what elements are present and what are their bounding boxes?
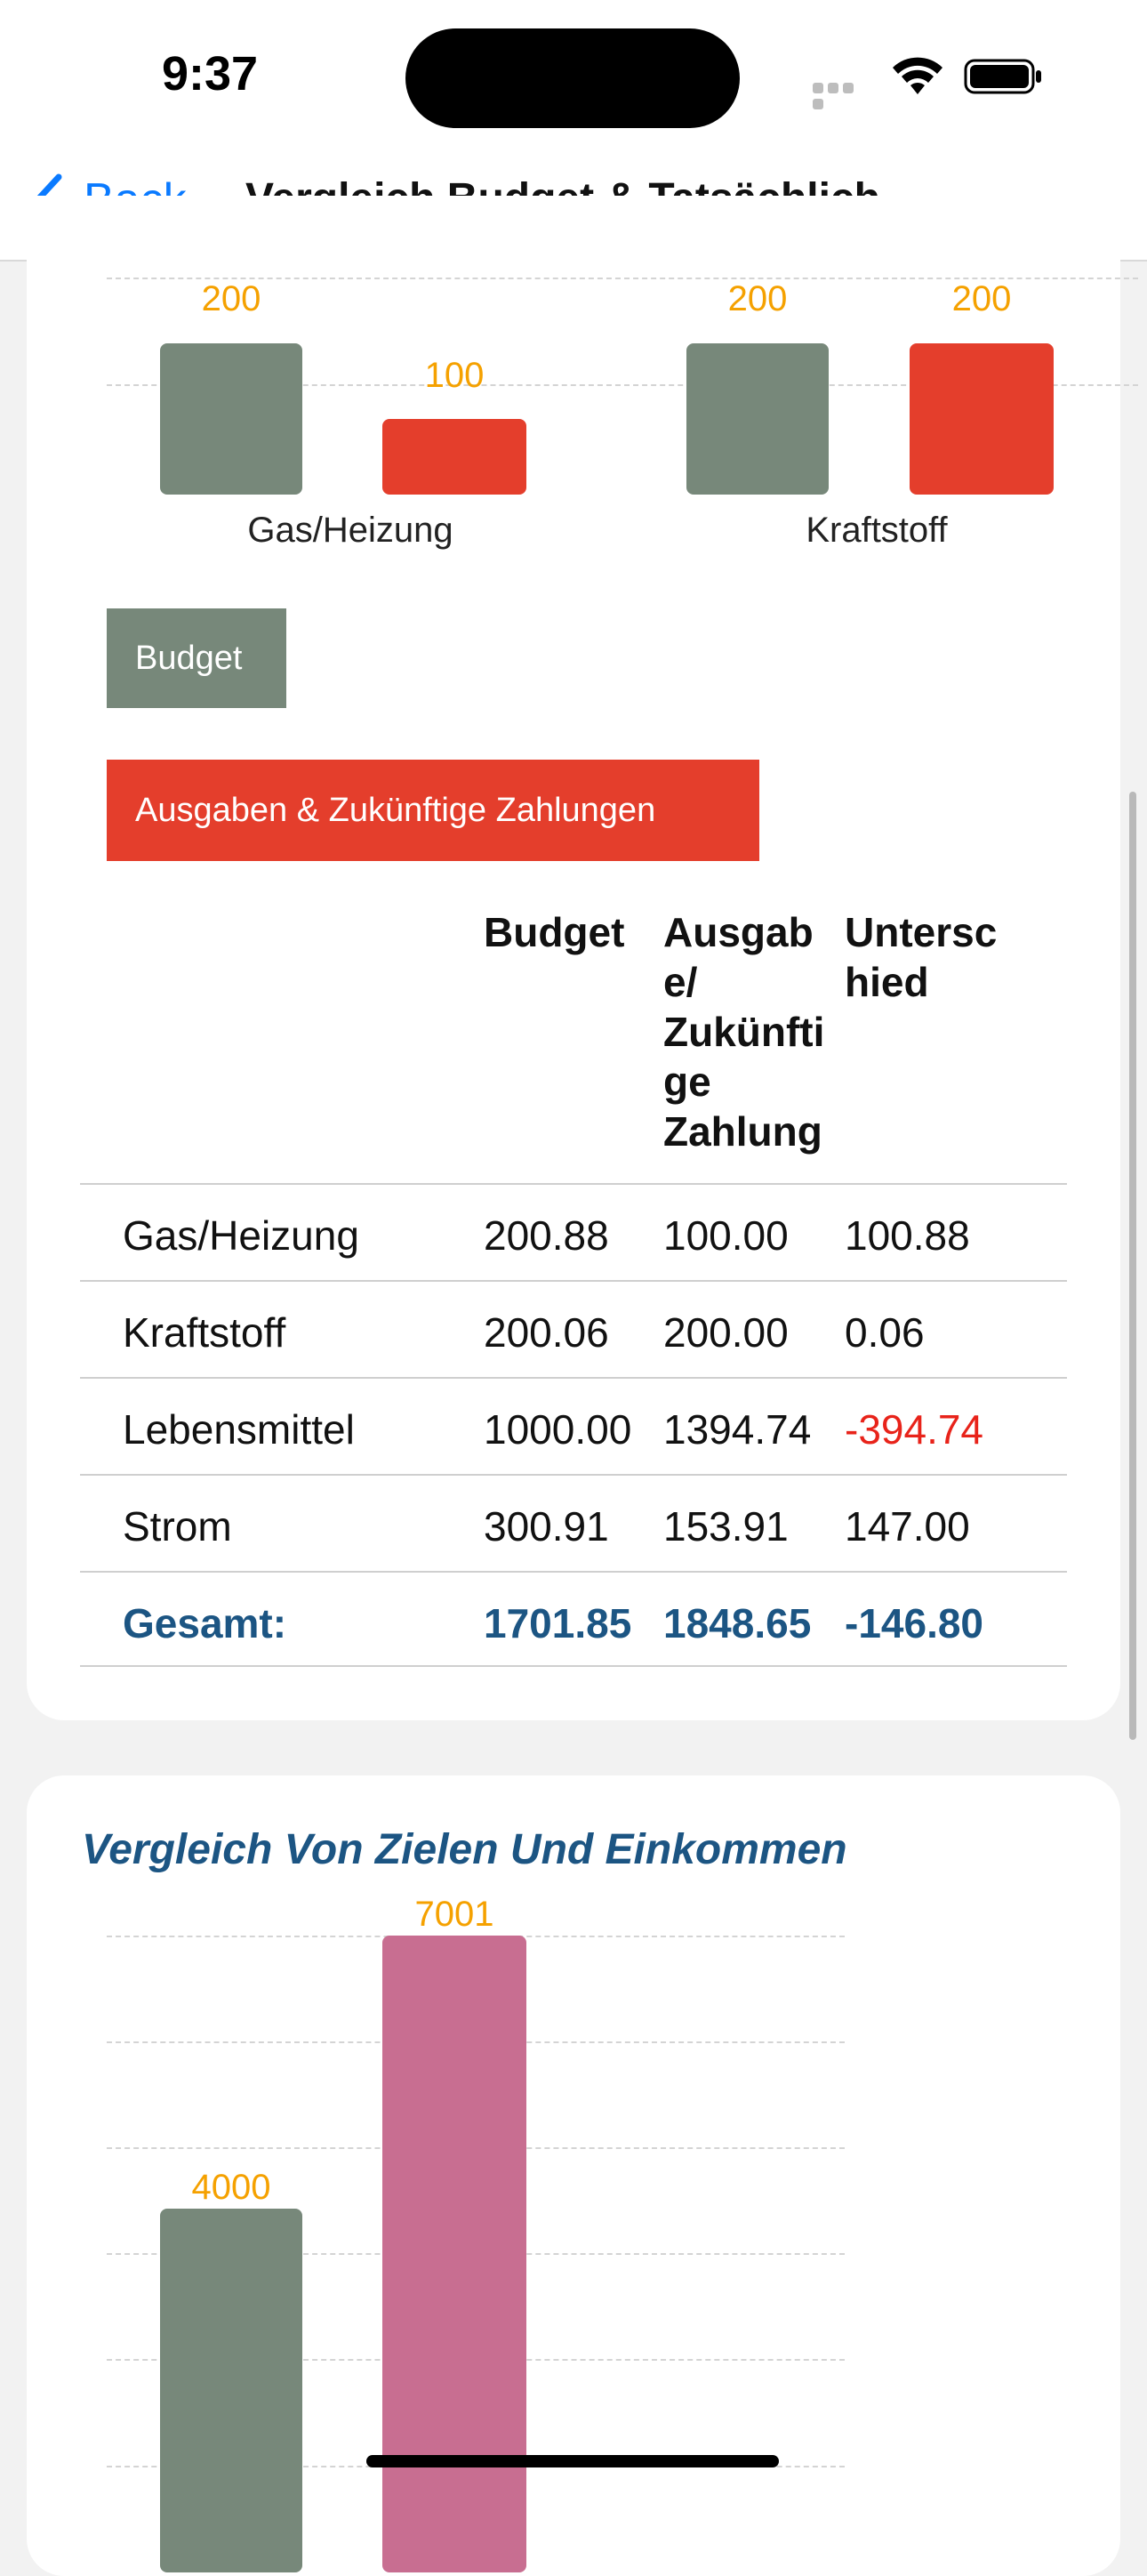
category-label: Gas/Heizung — [247, 511, 453, 550]
wifi-icon — [891, 55, 944, 96]
budget-vs-actual-chart: 200 100 200 200 Gas/Heizung Kraftstoff — [0, 0, 1147, 569]
category-label: Kraftstoff — [806, 511, 948, 550]
bar-goals — [160, 2208, 302, 2572]
bar-fuel-budget — [686, 343, 829, 495]
status-time: 9:37 — [162, 47, 259, 101]
header-budget: Budget — [484, 909, 625, 955]
bar-gas-budget — [160, 343, 302, 495]
table-total-row: Gesamt: 1701.85 1848.65 -146.80 — [80, 1573, 1067, 1667]
table-row: Lebensmittel 1000.00 1394.74 -394.74 — [80, 1379, 1067, 1476]
cellular-signal-icon — [813, 82, 871, 109]
dynamic-island — [405, 28, 740, 128]
header-actual: Ausgab e/ Zukünfti ge Zahlung — [663, 909, 825, 1155]
home-indicator[interactable] — [366, 2455, 779, 2467]
table-row: Kraftstoff 200.06 200.00 0.06 — [80, 1282, 1067, 1379]
table-row: Strom 300.91 153.91 147.00 — [80, 1476, 1067, 1573]
bar-gas-actual — [382, 419, 526, 495]
bar-fuel-actual — [910, 343, 1054, 495]
data-label: 100 — [424, 356, 485, 395]
data-label: 200 — [727, 279, 788, 318]
data-label: 200 — [201, 279, 261, 318]
data-label: 4000 — [191, 2167, 271, 2207]
battery-icon — [964, 59, 1044, 94]
legend-actual-button[interactable]: Ausgaben & Zukünftige Zahlungen — [107, 760, 759, 861]
comparison-table: Budget Ausgab e/ Zukünfti ge Zahlung Unt… — [80, 906, 1067, 1667]
chart-title: Vergleich Von Zielen Und Einkommen — [82, 1826, 847, 1873]
table-row: Gas/Heizung 200.88 100.00 100.88 — [80, 1185, 1067, 1282]
header-difference: Untersc hied — [845, 909, 998, 1005]
bar-income — [382, 1936, 526, 2572]
scrollbar[interactable] — [1129, 792, 1136, 1740]
data-label: 200 — [951, 279, 1012, 318]
goals-vs-income-chart: 4000 7001 — [107, 1895, 845, 2572]
data-label: 7001 — [414, 1895, 494, 1934]
legend-budget-button[interactable]: Budget — [107, 608, 286, 708]
table-header-row: Budget Ausgab e/ Zukünfti ge Zahlung Unt… — [80, 906, 1067, 1185]
